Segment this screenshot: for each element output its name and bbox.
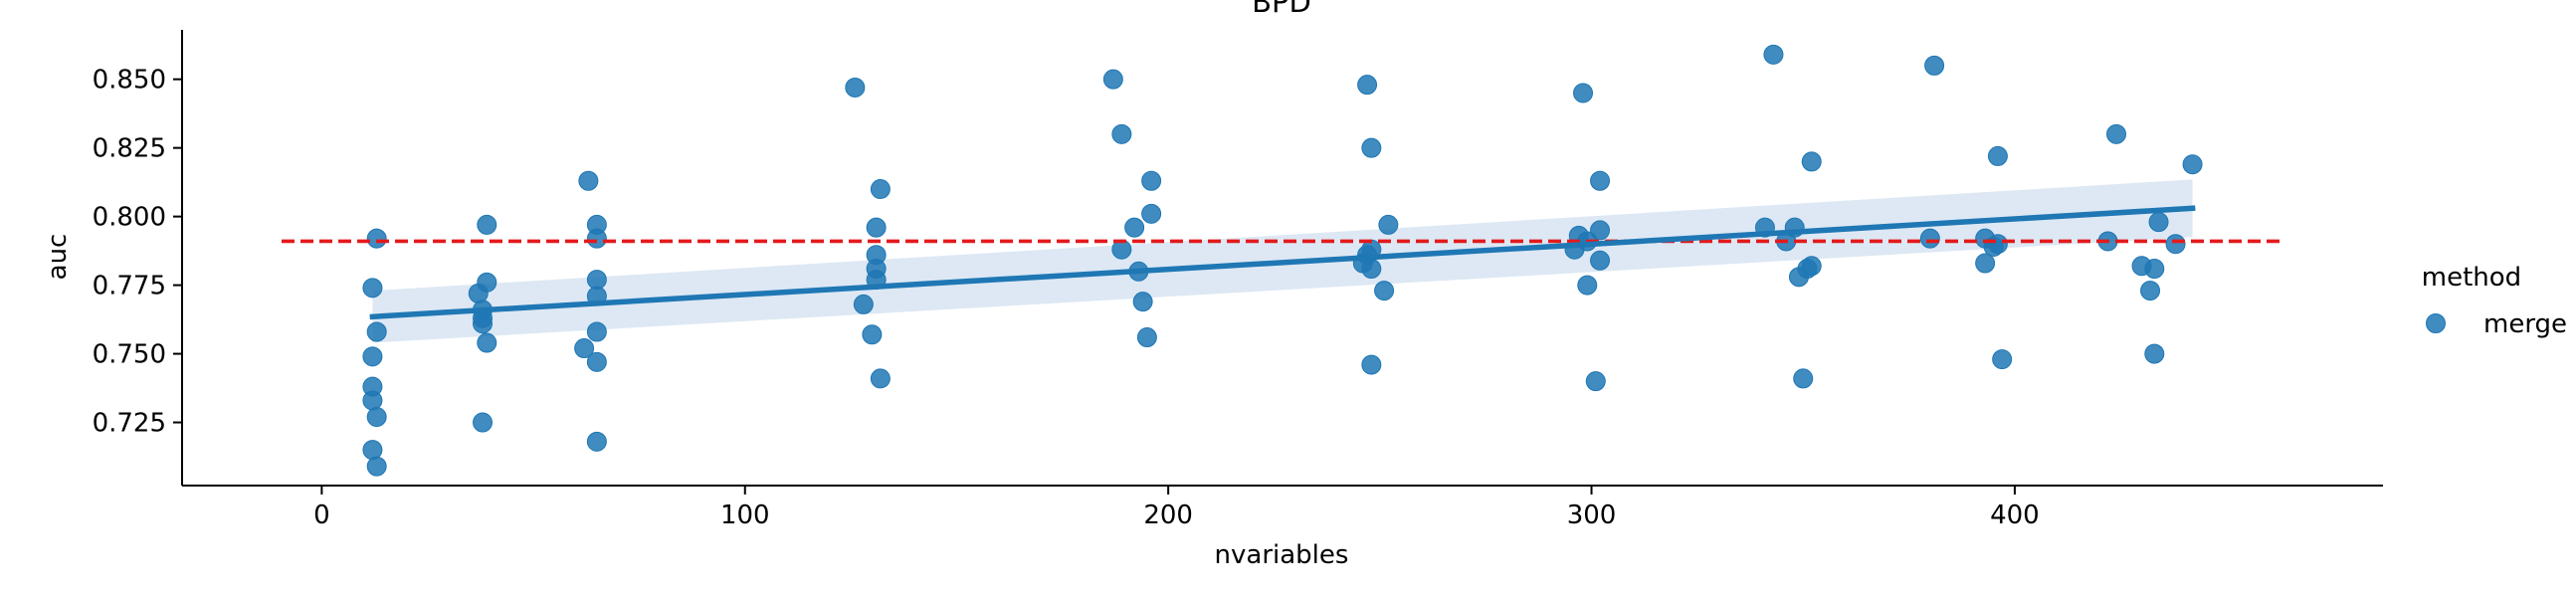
data-point bbox=[2144, 343, 2165, 364]
data-point bbox=[2106, 123, 2127, 144]
axes bbox=[181, 30, 2383, 487]
data-point bbox=[1141, 203, 1162, 224]
data-point bbox=[1357, 75, 1378, 96]
data-point bbox=[1585, 371, 1606, 392]
data-point bbox=[1374, 281, 1395, 301]
data-point bbox=[1102, 69, 1123, 90]
data-point bbox=[1992, 349, 2013, 370]
data-point bbox=[870, 368, 891, 389]
y-tick-label: 0.725 bbox=[93, 409, 166, 439]
y-tick-label: 0.825 bbox=[93, 134, 166, 164]
x-axis-ticks: 0 100 200 300 400 bbox=[313, 486, 2040, 530]
data-point bbox=[866, 217, 887, 238]
data-point bbox=[2182, 154, 2203, 175]
x-tick-label: 300 bbox=[1567, 500, 1617, 530]
data-point bbox=[1793, 368, 1814, 389]
data-point bbox=[586, 431, 607, 452]
data-point bbox=[362, 346, 383, 367]
data-point bbox=[2144, 259, 2165, 280]
data-point bbox=[1141, 170, 1162, 191]
data-point bbox=[578, 170, 599, 191]
data-point bbox=[1378, 214, 1399, 235]
data-point bbox=[1361, 354, 1382, 375]
y-tick-label: 0.800 bbox=[93, 203, 166, 233]
data-point bbox=[2165, 234, 2186, 255]
y-tick-label: 0.750 bbox=[93, 340, 166, 370]
data-point bbox=[366, 456, 387, 477]
data-point bbox=[1132, 292, 1153, 312]
data-point bbox=[1361, 259, 1382, 280]
y-tick-label: 0.775 bbox=[93, 272, 166, 301]
data-point bbox=[1136, 327, 1157, 348]
data-point bbox=[862, 324, 883, 345]
y-axis-label: auc bbox=[43, 234, 73, 281]
data-point bbox=[1590, 170, 1611, 191]
data-point bbox=[473, 412, 494, 433]
data-point bbox=[473, 313, 494, 334]
data-point bbox=[366, 228, 387, 249]
legend-title: method bbox=[2422, 263, 2521, 293]
y-axis-ticks: 0.725 0.750 0.775 0.800 0.825 0.850 bbox=[93, 66, 182, 439]
data-point bbox=[1124, 217, 1145, 238]
data-point bbox=[574, 338, 595, 359]
data-point bbox=[477, 214, 497, 235]
data-point bbox=[1590, 250, 1611, 271]
legend-marker-merge bbox=[2426, 313, 2446, 333]
data-point bbox=[870, 179, 891, 200]
data-point bbox=[1987, 145, 2008, 166]
data-point bbox=[1788, 267, 1809, 288]
data-point bbox=[1590, 220, 1611, 241]
y-tick-label: 0.850 bbox=[93, 66, 166, 96]
data-point bbox=[2140, 281, 2161, 301]
x-tick-label: 200 bbox=[1143, 500, 1193, 530]
data-point bbox=[468, 283, 489, 303]
data-point bbox=[853, 294, 874, 314]
legend-label-merge: merge bbox=[2483, 309, 2567, 339]
data-point bbox=[1919, 228, 1940, 249]
x-tick-label: 100 bbox=[720, 500, 770, 530]
data-point bbox=[1924, 55, 1945, 76]
data-point bbox=[1111, 123, 1132, 144]
data-point bbox=[845, 77, 866, 98]
regression-line-group bbox=[369, 205, 2196, 320]
data-point bbox=[1987, 234, 2008, 255]
data-point bbox=[586, 321, 607, 342]
regression-line bbox=[369, 205, 2196, 320]
data-point bbox=[362, 390, 383, 411]
data-point bbox=[2148, 212, 2169, 233]
data-point bbox=[1577, 275, 1598, 296]
data-point bbox=[362, 440, 383, 461]
x-tick-label: 400 bbox=[1990, 500, 2040, 530]
data-point bbox=[1975, 253, 1996, 274]
legend: method merge bbox=[2422, 263, 2567, 339]
data-point bbox=[1801, 151, 1822, 172]
data-point bbox=[362, 278, 383, 298]
data-point bbox=[586, 228, 607, 249]
data-point bbox=[366, 321, 387, 342]
data-point bbox=[586, 351, 607, 372]
data-point bbox=[477, 332, 497, 353]
x-axis-label: nvariables bbox=[1215, 540, 1349, 570]
data-point bbox=[366, 407, 387, 428]
data-point bbox=[1763, 44, 1784, 65]
x-tick-label: 0 bbox=[313, 500, 330, 530]
data-point bbox=[1573, 83, 1594, 103]
data-point bbox=[1361, 137, 1382, 158]
chart-title: BPD bbox=[1252, 0, 1311, 19]
